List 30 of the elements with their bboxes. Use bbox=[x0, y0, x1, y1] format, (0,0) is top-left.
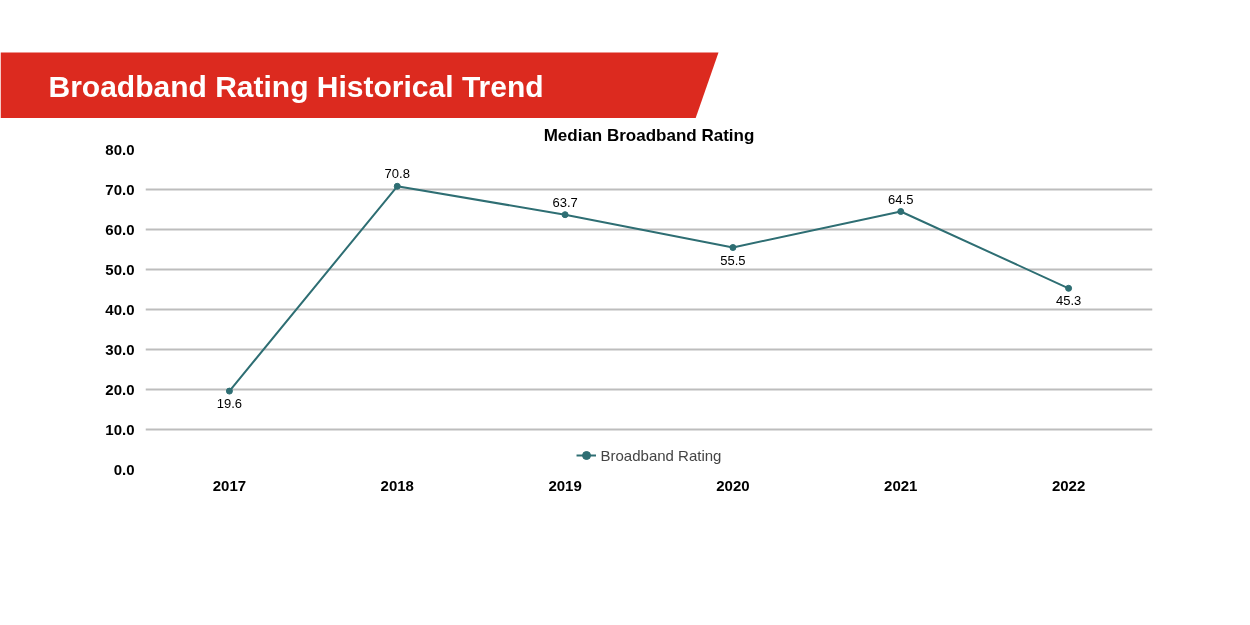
data-label: 64.5 bbox=[888, 191, 914, 207]
point bbox=[729, 244, 737, 251]
y-tick-label: 50.0 bbox=[105, 260, 135, 278]
y-tick-label: 30.0 bbox=[105, 340, 135, 358]
y-tick-label: 70.0 bbox=[105, 180, 135, 198]
data-label: 19.6 bbox=[216, 396, 243, 412]
x-tick-label: 2020 bbox=[716, 476, 750, 494]
x-tick-label: 2017 bbox=[212, 476, 247, 494]
y-tick-label: 20.0 bbox=[105, 380, 135, 398]
y-tick-label: 60.0 bbox=[105, 220, 135, 238]
data-label: 70.8 bbox=[384, 166, 410, 182]
y-tick-label: 80.0 bbox=[105, 140, 135, 158]
x-tick-label: 2022 bbox=[1051, 476, 1086, 494]
point bbox=[897, 208, 905, 215]
point bbox=[225, 387, 233, 395]
point bbox=[393, 182, 401, 190]
point bbox=[1065, 284, 1073, 292]
y-tick-label: 10.0 bbox=[105, 420, 135, 438]
point bbox=[561, 211, 569, 219]
data-label: 63.7 bbox=[552, 194, 578, 210]
x-tick-label: 2019 bbox=[548, 476, 582, 494]
data-label: 55.5 bbox=[720, 252, 746, 268]
data-label: 45.3 bbox=[1055, 293, 1082, 309]
y-tick-label: 40.0 bbox=[105, 300, 135, 318]
y-tick-label: 0.0 bbox=[113, 460, 135, 478]
x-tick-label: 2021 bbox=[884, 476, 918, 494]
legend-label: Broadband Rating bbox=[600, 446, 722, 464]
x-tick-label: 2018 bbox=[380, 476, 414, 494]
chart-title: Broadband Rating Historical Trend bbox=[48, 70, 544, 103]
chart-subtitle: Median Broadband Rating bbox=[543, 125, 755, 145]
